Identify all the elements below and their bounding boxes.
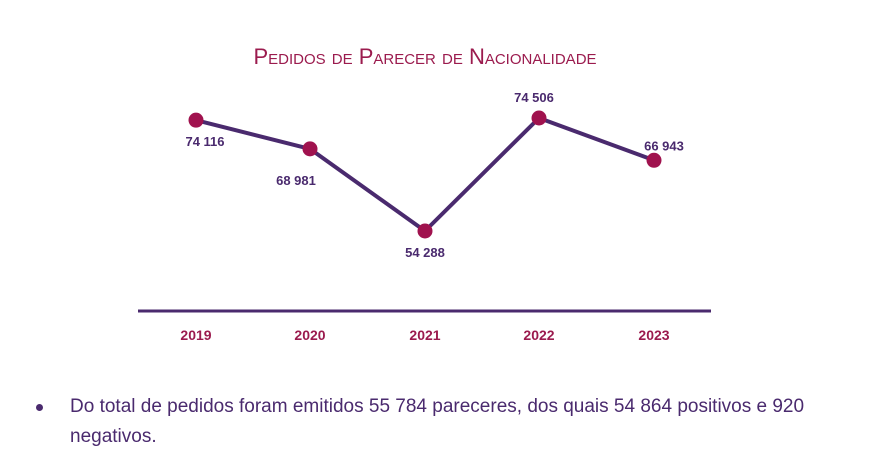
data-label-2022: 74 506 (514, 90, 554, 105)
line-chart: Pedidos de Parecer de Nacionalidade 74 1… (138, 44, 711, 343)
note-text: Do total de pedidos foram emitidos 55 78… (70, 396, 805, 447)
data-labels-group: 74 116 68 981 54 288 74 506 66 943 (185, 90, 683, 260)
data-label-2021: 54 288 (405, 245, 445, 260)
data-point-2023 (646, 152, 662, 168)
data-point-2019 (188, 112, 204, 128)
x-tick-label-2022: 2022 (523, 327, 554, 343)
x-tick-label-2021: 2021 (409, 327, 440, 343)
markers-group (188, 110, 662, 239)
data-label-2020: 68 981 (276, 173, 316, 188)
chart-title: Pedidos de Parecer de Nacionalidade (253, 44, 596, 69)
x-tick-label-2019: 2019 (180, 327, 211, 343)
data-point-2021 (417, 223, 433, 239)
tick-labels-group: 2019 2020 2021 2022 2023 (180, 327, 669, 343)
x-tick-label-2020: 2020 (294, 327, 325, 343)
note-bullet: Do total de pedidos foram emitidos 55 78… (36, 392, 846, 452)
series-line (195, 116, 655, 233)
bullet-dot-icon (36, 404, 43, 411)
data-point-2020 (302, 141, 318, 157)
x-tick-label-2023: 2023 (638, 327, 669, 343)
data-label-2023: 66 943 (644, 138, 684, 153)
data-label-2019: 74 116 (185, 134, 224, 149)
data-point-2022 (531, 110, 547, 126)
